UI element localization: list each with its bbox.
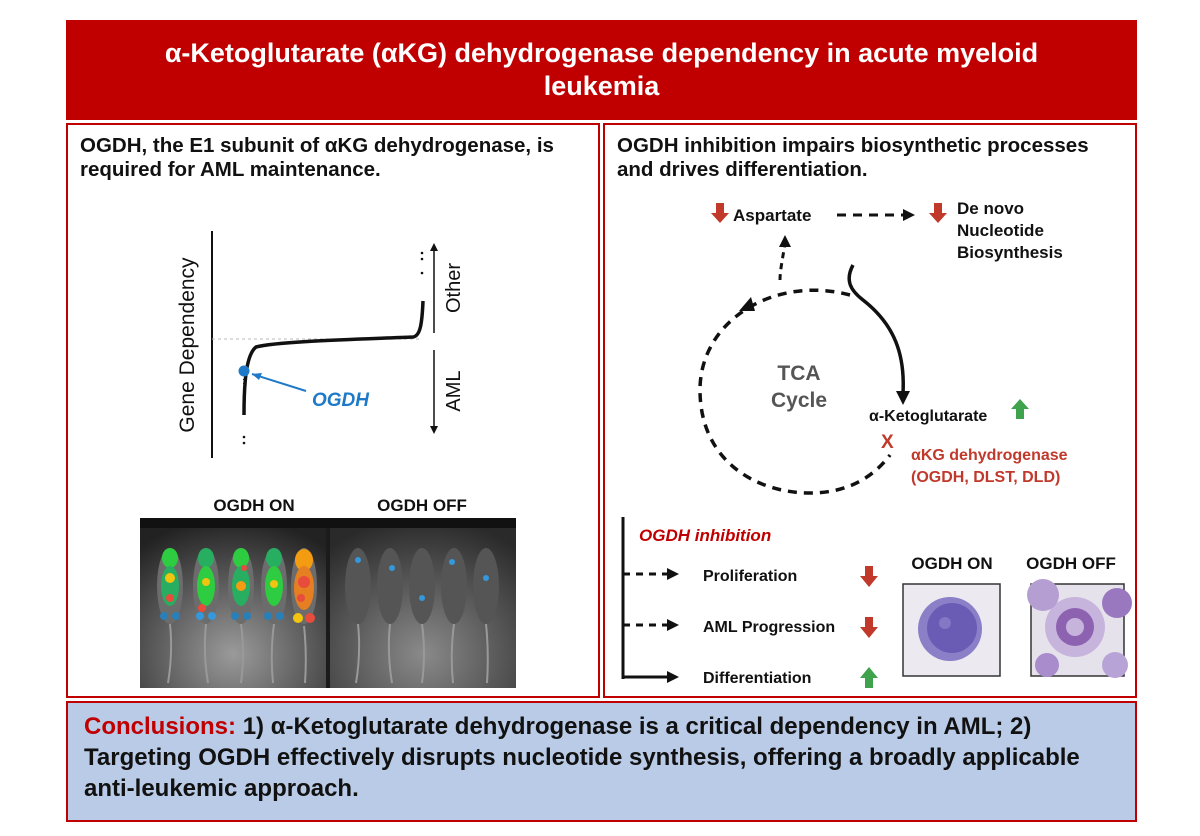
other-range-arrowhead [430, 243, 438, 251]
enzyme-label-line2: (OGDH, DLST, DLD) [911, 469, 1060, 486]
akg-label: α-Ketoglutarate [869, 408, 987, 425]
effect-arrowhead-differentiation [667, 671, 679, 683]
effect-label-differentiation: Differentiation [703, 670, 811, 687]
plot-y-label: Gene Dependency [176, 257, 199, 433]
proliferation-down-arrow [860, 566, 878, 587]
tca-solid-arrowhead [896, 391, 910, 405]
aspartate-to-nucleotide-arrowhead [903, 209, 915, 221]
mouse-imaging-photo [140, 518, 516, 688]
aspartate-down-arrow [711, 203, 729, 223]
outlier-point [420, 251, 424, 255]
cycle-to-aspartate-arrowhead [779, 235, 791, 247]
progression-down-arrow [860, 617, 878, 638]
ogdh-pointer-line [251, 373, 307, 392]
outlier-point [420, 271, 424, 275]
mouse-off-label: OGDH OFF [377, 496, 467, 515]
title-banner: α-Ketoglutarate (αKG) dehydrogenase depe… [66, 20, 1137, 120]
aml-group-label: AML [443, 370, 465, 411]
outlier-point [420, 257, 424, 261]
ogdh-label: OGDH [312, 390, 370, 411]
cell-on-label: OGDH ON [911, 554, 992, 573]
cell-off-label: OGDH OFF [1026, 554, 1116, 573]
left-panel-heading: OGDH, the E1 subunit of αKG dehydrogenas… [80, 134, 554, 181]
cell-off-image [1027, 579, 1132, 678]
aml-range-arrowhead [430, 426, 438, 434]
nucleotide-label-line2: Nucleotide [957, 221, 1044, 240]
nucleotide-label-line1: De novo [957, 199, 1024, 218]
differentiation-up-arrow [860, 667, 878, 688]
other-group-label: Other [443, 263, 465, 313]
conclusions-text: 1) α-Ketoglutarate dehydrogenase is a cr… [84, 713, 1080, 802]
tca-pathway-diagram: Aspartate De novo Nucleotide Biosynthesi… [621, 199, 1132, 688]
mouse-on-group [157, 548, 317, 684]
enzyme-block-mark: X [881, 432, 894, 453]
cell-on-image [902, 583, 1001, 677]
tca-cycle-arrowhead [739, 297, 755, 311]
effect-arrowhead-proliferation [667, 568, 679, 580]
cycle-to-aspartate-branch [778, 242, 787, 281]
conclusions-label: Conclusions: [84, 713, 237, 740]
outlier-point [242, 441, 246, 445]
enzyme-label-line1: αKG dehydrogenase [911, 447, 1068, 464]
aspartate-label: Aspartate [733, 206, 811, 225]
nucleotide-label-line3: Biosynthesis [957, 243, 1063, 262]
dependency-plot: Gene Dependency OGDH Other AML OGDH ON O… [176, 231, 467, 515]
mouse-off-group [345, 548, 499, 684]
akg-up-arrow [1011, 399, 1029, 419]
right-panel-heading: OGDH inhibition impairs biosynthetic pro… [617, 134, 1089, 181]
effects-title: OGDH inhibition [639, 526, 771, 545]
tca-cycle-label-line2: Cycle [771, 389, 827, 412]
ogdh-pointer-arrowhead [252, 373, 262, 380]
page-title: α-Ketoglutarate (αKG) dehydrogenase depe… [164, 38, 1039, 101]
outlier-point [242, 435, 246, 439]
right-panel: OGDH inhibition impairs biosynthetic pro… [603, 123, 1137, 698]
ogdh-point [238, 365, 250, 377]
effect-arrowhead-progression [667, 619, 679, 631]
effect-label-proliferation: Proliferation [703, 568, 797, 585]
mouse-on-label: OGDH ON [213, 496, 294, 515]
nucleotide-down-arrow [929, 203, 947, 223]
tca-solid-arc [847, 264, 905, 394]
conclusions-box: Conclusions: 1) α-Ketoglutarate dehydrog… [66, 701, 1137, 822]
tca-cycle-dashed-path [698, 288, 892, 495]
effect-label-progression: AML Progression [703, 619, 835, 636]
tca-cycle-label-line1: TCA [777, 362, 820, 385]
